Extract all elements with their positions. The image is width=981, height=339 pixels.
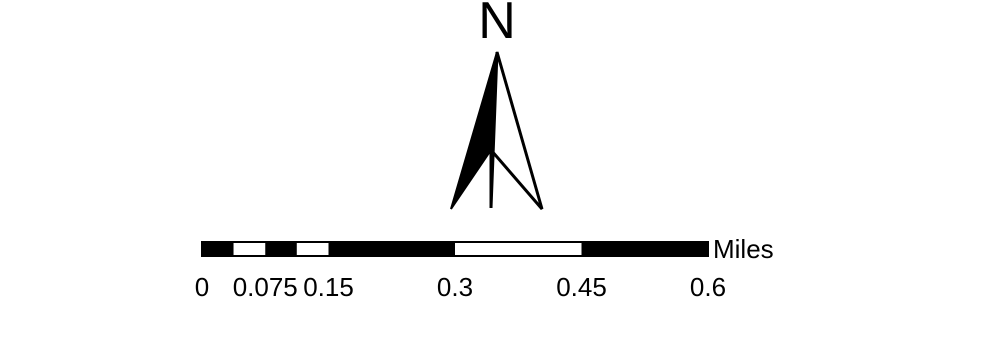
scale-bar-segment: [202, 242, 234, 256]
scale-bar-segments: [202, 242, 708, 256]
scale-tick-label: 0: [195, 272, 209, 302]
scale-bar-tick-labels: 0 0.075 0.15 0.3 0.45 0.6: [195, 272, 726, 302]
north-arrow: N: [450, 0, 544, 210]
scale-bar-segment: [296, 242, 329, 256]
scale-bar-segment: [581, 242, 708, 256]
scale-tick-label: 0.075: [233, 272, 298, 302]
north-arrow-dark-fill: [451, 52, 497, 209]
scale-tick-label: 0.3: [437, 272, 473, 302]
scale-bar-segment: [265, 242, 297, 256]
scale-units-label: Miles: [713, 234, 774, 264]
north-label: N: [478, 0, 516, 50]
scale-bar-outline: [201, 241, 709, 257]
scale-bar-segment: [233, 242, 266, 256]
scale-bar: Miles 0 0.075 0.15 0.3 0.45 0.6: [195, 234, 774, 302]
scale-tick-label: 0.6: [690, 272, 726, 302]
scale-bar-segment: [328, 242, 455, 256]
scale-bar-segment: [455, 242, 582, 256]
scale-tick-label: 0.15: [303, 272, 354, 302]
scale-tick-label: 0.45: [556, 272, 607, 302]
north-arrow-light-half: [489, 51, 544, 210]
